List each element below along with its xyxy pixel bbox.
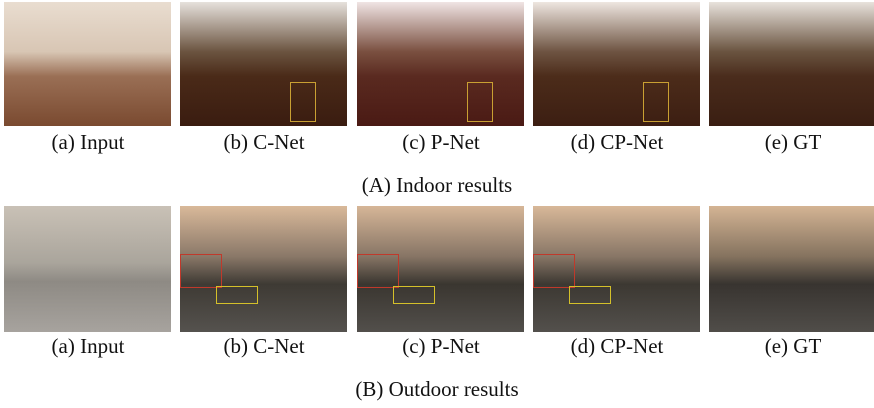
caption: (e) GT bbox=[705, 130, 874, 155]
caption: (b) C-Net bbox=[176, 130, 352, 155]
highlight-box bbox=[643, 82, 669, 122]
caption: (c) P-Net bbox=[353, 334, 529, 359]
caption: (a) Input bbox=[0, 334, 176, 359]
highlight-box bbox=[180, 254, 222, 288]
caption: (c) P-Net bbox=[353, 130, 529, 155]
caption: (a) Input bbox=[0, 130, 176, 155]
row-title: (A) Indoor results bbox=[0, 173, 874, 198]
highlight-box bbox=[569, 286, 611, 304]
caption: (d) CP-Net bbox=[529, 130, 705, 155]
image-panel bbox=[533, 206, 700, 332]
image-panel bbox=[357, 2, 524, 126]
highlight-box bbox=[290, 82, 316, 122]
caption: (e) GT bbox=[705, 334, 874, 359]
image-panel bbox=[533, 2, 700, 126]
figure: (a) Input(b) C-Net(c) P-Net(d) CP-Net(e)… bbox=[0, 0, 874, 408]
caption: (b) C-Net bbox=[176, 334, 352, 359]
highlight-box bbox=[467, 82, 493, 122]
caption: (d) CP-Net bbox=[529, 334, 705, 359]
image-panel bbox=[709, 2, 874, 126]
image-panel bbox=[180, 206, 347, 332]
highlight-box bbox=[533, 254, 575, 288]
row-title: (B) Outdoor results bbox=[0, 377, 874, 402]
image-panel bbox=[4, 2, 171, 126]
image-panel bbox=[357, 206, 524, 332]
highlight-box bbox=[357, 254, 399, 288]
image-panel bbox=[180, 2, 347, 126]
highlight-box bbox=[216, 286, 258, 304]
highlight-box bbox=[393, 286, 435, 304]
image-panel bbox=[709, 206, 874, 332]
image-panel bbox=[4, 206, 171, 332]
